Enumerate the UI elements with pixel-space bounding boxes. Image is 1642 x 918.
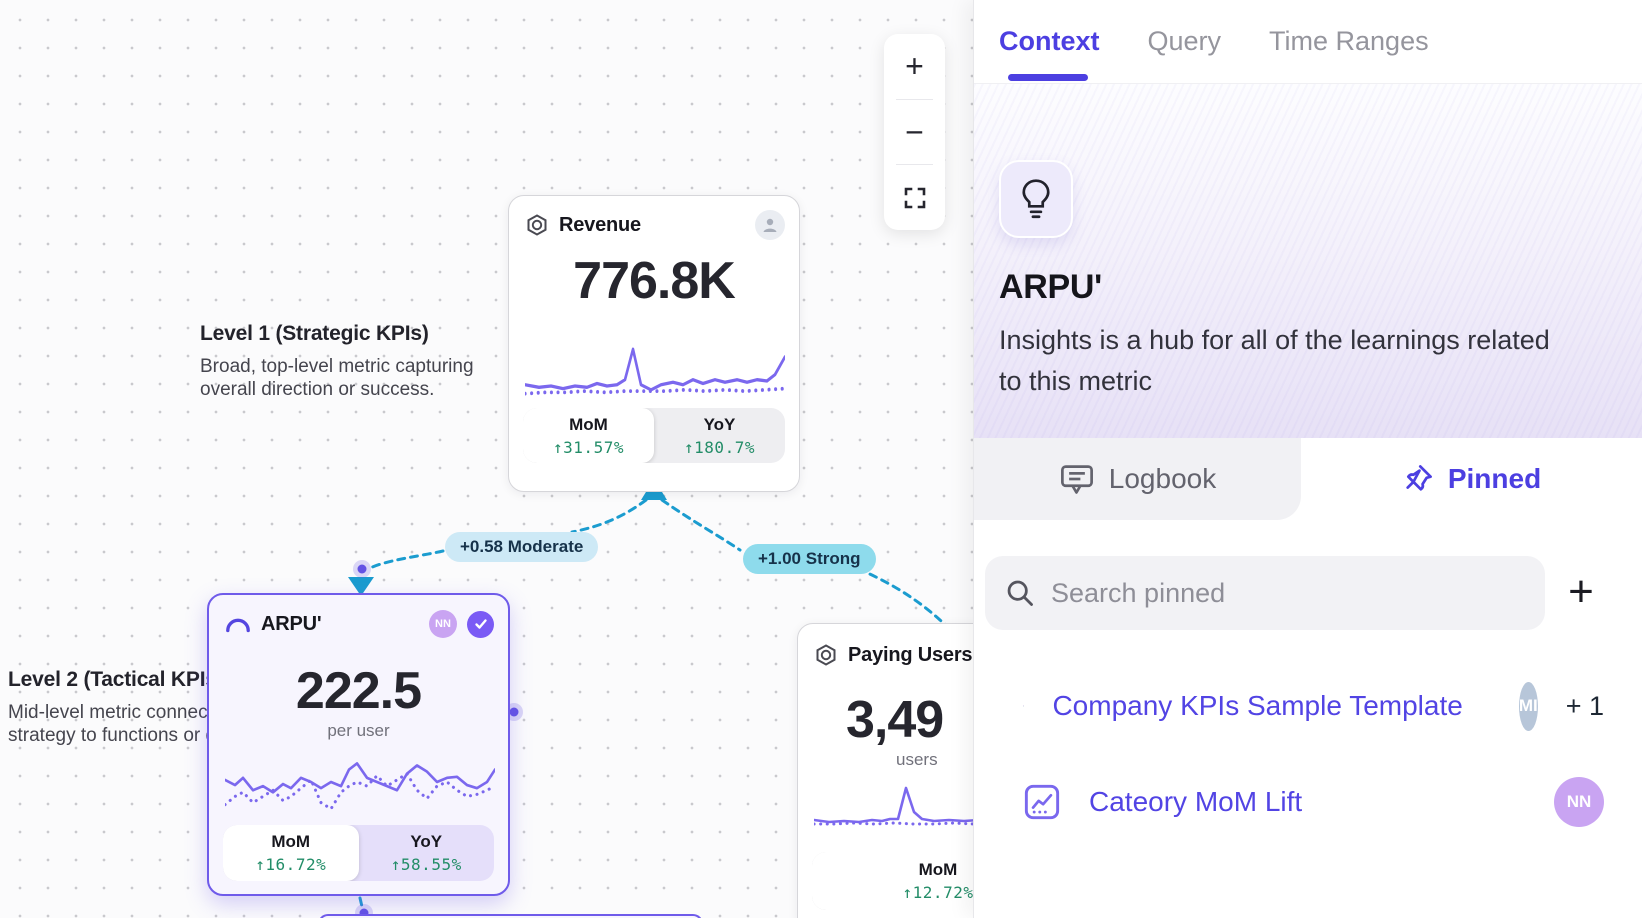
level1-title: Level 1 (Strategic KPIs) (200, 322, 429, 345)
edge-label-strong[interactable]: +1.00 Strong (743, 544, 876, 574)
edge-revenue-arpu-segment1 (570, 498, 648, 534)
handle-dot-arpu-right (509, 707, 519, 717)
divider (896, 98, 933, 100)
metric-name-heading: ARPU' (999, 268, 1102, 306)
search-box (985, 556, 1545, 630)
metric-value: 222.5 (295, 662, 422, 720)
pinned-item-template[interactable]: Company KPIs Sample Template MI + 1 (974, 658, 1642, 754)
logbook-pinned-tabs: Logbook Pinned (974, 438, 1642, 520)
pinned-item-chart[interactable]: Cateory MoM Lift NN (974, 754, 1642, 850)
edge-label-moderate[interactable]: +0.58 Moderate (445, 532, 599, 562)
yoy-toggle[interactable]: YoY ↑180.7% (684, 414, 755, 457)
handle-dot-arpu-top (357, 564, 367, 574)
level1-annotation: Level 1 (Strategic KPIs) Broad, top-leve… (200, 322, 474, 401)
pinned-search-row: + (985, 556, 1617, 630)
logbook-comment-icon (1060, 465, 1093, 494)
metric-unit: users (896, 750, 938, 769)
context-side-panel: Context Query Time Ranges ARPU' Insights… (973, 0, 1642, 918)
card-title: Paying Users' (848, 643, 977, 666)
tab-time-ranges[interactable]: Time Ranges (1269, 26, 1429, 56)
level1-description: Broad, top-level metric capturing overal… (200, 356, 474, 400)
zoom-out-button[interactable]: − (905, 113, 924, 150)
sparkline-arpu (225, 762, 495, 811)
tab-pinned[interactable]: Pinned (1301, 438, 1642, 520)
metric-tree-canvas[interactable]: Level 1 (Strategic KPIs) Broad, top-leve… (0, 0, 1079, 918)
divider (896, 164, 933, 166)
arc-metric-icon (226, 618, 250, 633)
panel-tab-bar: Context Query Time Ranges (974, 0, 1642, 84)
edge-revenue-arpu-segment2 (366, 549, 445, 571)
metric-value: 3,49 (846, 691, 944, 749)
edge-revenue-paying-segment1 (660, 498, 742, 552)
metric-card-arpu[interactable]: ARPU' NN 222.5 per user MoM ↑16.72% (207, 593, 510, 896)
hexagon-metric-icon (816, 644, 836, 666)
metric-description: Insights is a hub for all of the learnin… (999, 325, 1550, 396)
period-toggle: MoM ↑31.57% YoY ↑180.7% (523, 408, 785, 463)
extra-collaborators-count: + 1 (1565, 690, 1604, 721)
pinned-items-list: Company KPIs Sample Template MI + 1 Cate… (974, 658, 1642, 850)
template-grid-icon (1023, 705, 1025, 707)
active-tab-indicator (1008, 74, 1088, 81)
owner-avatar-icon[interactable] (755, 210, 785, 240)
tab-query[interactable]: Query (1147, 26, 1222, 56)
tab-logbook[interactable]: Logbook (974, 438, 1301, 520)
avatar[interactable]: MI (1518, 681, 1538, 731)
card-title: Revenue (559, 213, 641, 236)
card-title: ARPU' (261, 612, 322, 635)
search-icon (1007, 580, 1033, 606)
lightbulb-icon (1022, 179, 1050, 219)
period-toggle: MoM ↑16.72% YoY ↑58.55% (223, 825, 494, 881)
metric-card-revenue[interactable]: Revenue 776.8K MoM ↑31.57% (508, 195, 800, 492)
yoy-toggle[interactable]: YoY ↑58.55% (390, 832, 462, 874)
logbook-label: Logbook (1108, 463, 1217, 494)
verified-check-badge (467, 610, 494, 638)
tab-context[interactable]: Context (999, 26, 1100, 56)
metric-card-peek-bottom[interactable] (318, 914, 703, 918)
pinned-item-label: Company KPIs Sample Template (1052, 690, 1463, 721)
owner-avatar[interactable]: NN (429, 610, 457, 638)
insight-icon-box (999, 160, 1073, 238)
edge-arpu-down-segment (358, 896, 365, 913)
zoom-in-button[interactable]: + (905, 47, 924, 84)
canvas-zoom-controls: + − (884, 34, 945, 230)
person-icon (763, 218, 777, 232)
avatar[interactable]: NN (1554, 777, 1604, 827)
pinned-item-label: Cateory MoM Lift (1089, 786, 1303, 817)
metric-unit: per user (327, 721, 390, 740)
pin-icon (1406, 465, 1432, 491)
mom-toggle[interactable]: MoM ↑16.72% (223, 825, 359, 881)
pinned-label: Pinned (1447, 463, 1542, 494)
sparkline-revenue (525, 347, 785, 396)
metric-context-header: ARPU' Insights is a hub for all of the l… (974, 84, 1642, 438)
fullscreen-icon (904, 187, 925, 208)
check-icon (474, 619, 487, 629)
metric-value: 776.8K (573, 252, 736, 310)
fit-view-button[interactable] (884, 165, 945, 230)
hexagon-metric-icon (527, 214, 547, 236)
chart-lift-icon (1024, 784, 1060, 820)
level2-title: Level 2 (Tactical KPIs) (8, 668, 224, 691)
add-pinned-button[interactable]: + (1555, 566, 1607, 618)
search-pinned-input[interactable] (1051, 577, 1471, 609)
mom-toggle[interactable]: MoM ↑31.57% (523, 408, 654, 463)
